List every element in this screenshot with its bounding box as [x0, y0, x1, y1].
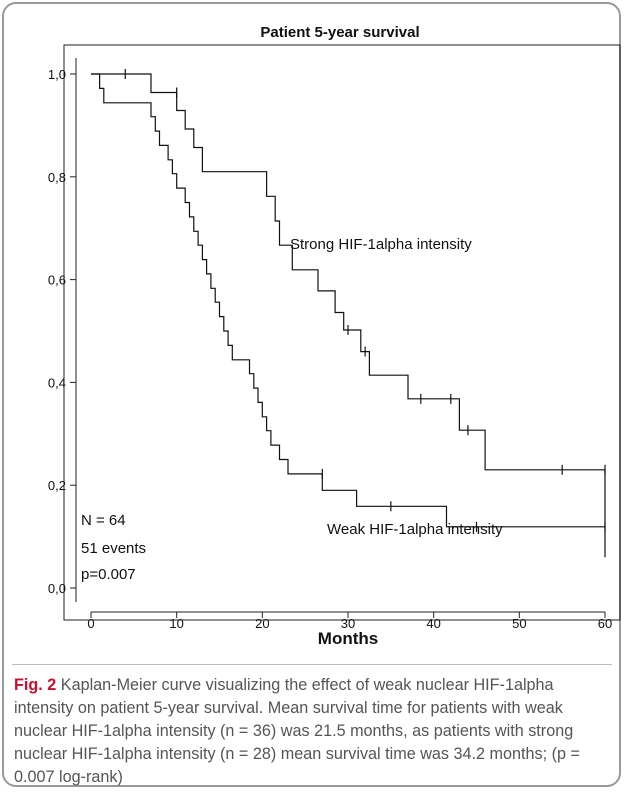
- annotation-p: p=0.007: [81, 566, 136, 583]
- y-tick-label: 0,6: [48, 273, 66, 288]
- x-tick-label: 10: [169, 616, 183, 631]
- x-tick-label: 30: [341, 616, 355, 631]
- caption-divider: [12, 664, 612, 665]
- figure-label: Fig. 2: [14, 676, 57, 694]
- y-tick-label: 0,2: [48, 478, 66, 493]
- x-tick-label: 50: [512, 616, 526, 631]
- x-axis-label: Months: [318, 629, 378, 648]
- figure-caption: Fig. 2 Kaplan-Meier curve visualizing th…: [14, 674, 612, 789]
- x-tick-label: 20: [255, 616, 269, 631]
- x-tick-label: 0: [87, 616, 94, 631]
- series-label-weak: Weak HIF-1alpha intensity: [327, 521, 503, 538]
- caption-text: Kaplan-Meier curve visualizing the effec…: [14, 676, 580, 786]
- x-axis-ticks: 0 10 20 30 40 50 60: [87, 612, 612, 631]
- x-tick-label: 60: [598, 616, 612, 631]
- y-tick-label: 0,0: [48, 581, 66, 596]
- chart-title: Patient 5-year survival: [260, 24, 419, 41]
- series-line-weak: [91, 73, 605, 528]
- y-tick-label: 0,8: [48, 170, 66, 185]
- plot-border: [63, 44, 621, 621]
- x-tick-label: 40: [426, 616, 440, 631]
- y-tick-label: 1,0: [48, 67, 66, 82]
- annotation-events: 51 events: [81, 540, 146, 557]
- series-line-strong: [91, 73, 606, 558]
- y-tick-label: 0,4: [48, 375, 66, 390]
- series-label-strong: Strong HIF-1alpha intensity: [290, 236, 472, 253]
- survival-curves: [91, 69, 606, 558]
- annotation-n: N = 64: [81, 512, 126, 529]
- y-axis-ticks: 0,0 0,2 0,4 0,6 0,8 1,0: [48, 67, 76, 596]
